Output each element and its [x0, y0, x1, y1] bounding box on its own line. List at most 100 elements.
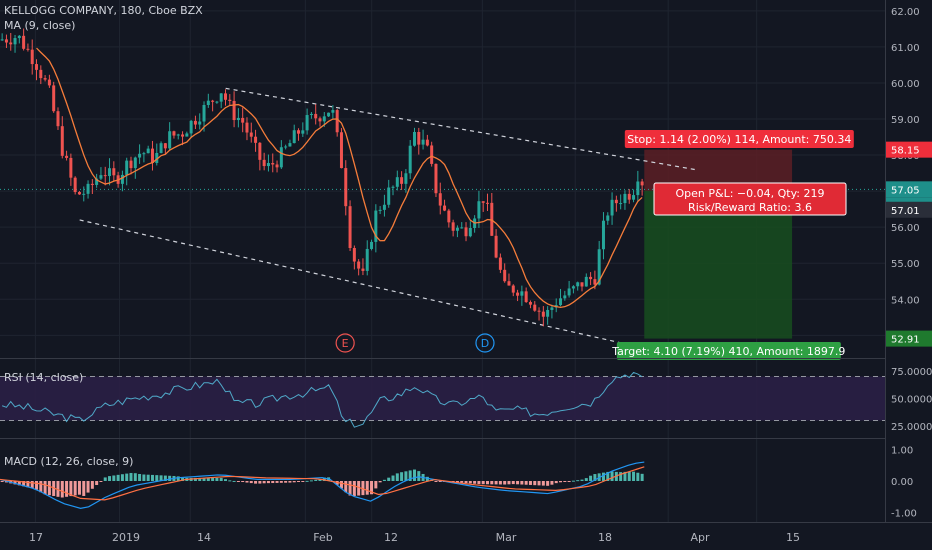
candle-body [468, 228, 472, 237]
candle-body [297, 130, 301, 134]
time-tick-label: 12 [384, 531, 398, 544]
macd-bar [56, 481, 60, 497]
candle-body [279, 147, 283, 168]
candle-body [176, 134, 180, 136]
candle-body [52, 85, 56, 112]
earnings-event-marker[interactable]: E [335, 333, 355, 353]
candle-body [142, 153, 146, 155]
macd-bar [619, 472, 623, 481]
candle-body [528, 302, 532, 305]
candle-body [146, 148, 150, 154]
candle-body [228, 99, 232, 101]
macd-bar [206, 477, 210, 481]
candle-body [614, 199, 618, 204]
candle-body [460, 227, 464, 229]
candle-body [382, 204, 386, 210]
candle-body [108, 168, 112, 177]
macd-bar [297, 481, 301, 482]
rsi-line [1, 371, 643, 428]
macd-bar [99, 481, 103, 482]
rsi-tick-label: 75.0000 [891, 367, 932, 378]
macd-bar [563, 481, 567, 482]
macd-bar [554, 481, 558, 484]
stop-label: Stop: 1.14 (2.00%) 114, Amount: 750.34 [627, 133, 851, 146]
time-tick-label: 2019 [112, 531, 140, 544]
candle-body [640, 181, 644, 186]
candle-body [9, 42, 13, 45]
macd-bar [365, 481, 369, 495]
macd-bar [503, 481, 507, 485]
macd-bar [378, 481, 382, 483]
candle-body [150, 148, 154, 163]
candle-body [95, 178, 99, 185]
candle-body [331, 110, 335, 113]
candle-body [610, 199, 614, 216]
candle-body [284, 146, 288, 148]
target-label: Target: 4.10 (7.19%) 410, Amount: 1897.9 [611, 345, 845, 358]
candle-body [258, 142, 262, 160]
macd-bar [567, 481, 571, 482]
macd-bar [181, 477, 185, 481]
candle-body [275, 164, 279, 168]
candle-body [516, 292, 520, 296]
candle-body [344, 168, 348, 207]
candle-body [563, 295, 567, 299]
macd-bar [279, 481, 283, 483]
macd-bar [464, 481, 468, 484]
macd-bar [606, 471, 610, 481]
macd-bar [477, 481, 481, 485]
candle-body [181, 134, 185, 137]
price-tick-label: 60.00 [891, 79, 920, 90]
risk-reward-label: Risk/Reward Ratio: 3.6 [688, 201, 812, 214]
candle-body [172, 131, 176, 136]
price-tick-label: 54.00 [891, 295, 920, 306]
candle-body [17, 35, 21, 39]
macd-line [0, 461, 645, 509]
pnl-label-box[interactable] [653, 182, 847, 216]
target-label-box[interactable] [616, 342, 841, 360]
macd-bar [275, 481, 279, 483]
macd-bar [395, 473, 399, 481]
candle-body [22, 35, 26, 49]
macd-bar [408, 470, 412, 481]
candle-body [395, 177, 399, 187]
candle-body [387, 187, 391, 205]
macd-bar [90, 481, 94, 489]
candle-body [498, 257, 502, 270]
rsi-tick-label: 25.0000 [891, 422, 932, 433]
candle-body [77, 192, 81, 195]
macd-bar [266, 481, 270, 484]
macd-bar [77, 481, 81, 495]
macd-tick-label: -1.00 [891, 509, 917, 520]
stop-label-box[interactable] [624, 130, 854, 148]
candle-body [619, 203, 623, 205]
macd-bar [404, 471, 408, 481]
candle-body [632, 195, 636, 200]
price-tick-label: 62.00 [891, 7, 920, 18]
price-tick-label: 55.00 [891, 259, 920, 270]
macd-bar [473, 481, 477, 484]
candle-body [511, 285, 515, 293]
macd-bar [511, 481, 515, 485]
candle-body [541, 311, 545, 317]
last-price-badge: 57.05 [891, 185, 920, 196]
ma-line [36, 47, 643, 309]
candle-body [159, 143, 163, 153]
macd-bar [95, 481, 99, 486]
candle-body [125, 160, 129, 175]
candle-body [288, 143, 292, 147]
dividend-event-marker[interactable]: D [475, 333, 495, 353]
macd-bar [254, 481, 258, 484]
macd-bar [400, 472, 404, 481]
macd-bar [528, 481, 532, 485]
candle-body [193, 120, 197, 125]
candle-body [305, 115, 309, 131]
candle-body [245, 122, 249, 133]
time-tick-label: 14 [197, 531, 211, 544]
macd-bar [262, 481, 266, 484]
candle-body [490, 202, 494, 236]
candle-body [559, 298, 563, 306]
candle-body [0, 39, 4, 41]
candle-body [112, 168, 116, 176]
